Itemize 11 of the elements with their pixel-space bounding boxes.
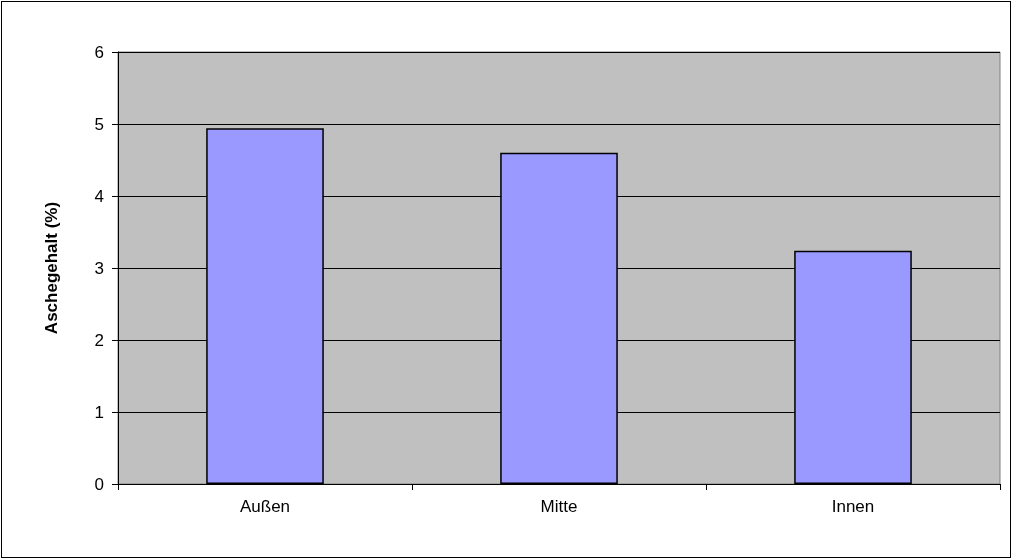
y-tick-label: 6 (94, 42, 104, 62)
y-tick-label: 4 (94, 186, 104, 206)
y-tick-label: 1 (94, 402, 104, 422)
y-tick-label: 0 (94, 474, 104, 494)
x-tick-label: Mitte (540, 497, 578, 516)
y-tick-label: 2 (94, 330, 104, 350)
y-tick-label: 3 (94, 258, 104, 278)
x-tick-label: Innen (831, 497, 875, 516)
y-tick-label: 5 (94, 114, 104, 134)
y-axis-title: Aschegehalt (%) (42, 201, 61, 335)
x-tick-label: Außen (239, 497, 291, 516)
